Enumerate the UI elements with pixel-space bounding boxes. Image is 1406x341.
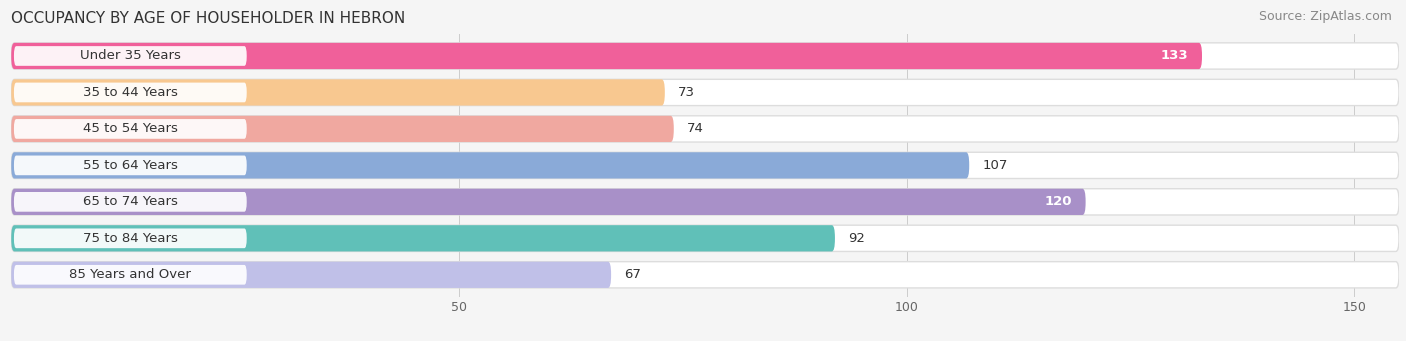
FancyBboxPatch shape [14,228,246,248]
Text: Under 35 Years: Under 35 Years [80,49,181,62]
Text: 85 Years and Over: 85 Years and Over [69,268,191,281]
FancyBboxPatch shape [11,152,1399,178]
FancyBboxPatch shape [14,119,246,139]
Text: Source: ZipAtlas.com: Source: ZipAtlas.com [1258,10,1392,23]
Text: 120: 120 [1045,195,1073,208]
FancyBboxPatch shape [11,225,835,251]
Text: 65 to 74 Years: 65 to 74 Years [83,195,177,208]
Text: 55 to 64 Years: 55 to 64 Years [83,159,177,172]
FancyBboxPatch shape [11,43,1399,69]
Text: 67: 67 [624,268,641,281]
FancyBboxPatch shape [11,79,665,106]
FancyBboxPatch shape [14,155,246,175]
FancyBboxPatch shape [11,152,969,178]
Text: 45 to 54 Years: 45 to 54 Years [83,122,177,135]
FancyBboxPatch shape [11,189,1399,215]
FancyBboxPatch shape [11,79,1399,106]
FancyBboxPatch shape [14,265,246,285]
FancyBboxPatch shape [14,46,246,66]
FancyBboxPatch shape [11,116,1399,142]
Text: 133: 133 [1161,49,1188,62]
Text: 73: 73 [678,86,695,99]
FancyBboxPatch shape [11,116,673,142]
FancyBboxPatch shape [14,192,246,212]
Text: 74: 74 [688,122,704,135]
Text: 75 to 84 Years: 75 to 84 Years [83,232,177,245]
Text: OCCUPANCY BY AGE OF HOUSEHOLDER IN HEBRON: OCCUPANCY BY AGE OF HOUSEHOLDER IN HEBRO… [11,11,405,26]
FancyBboxPatch shape [11,225,1399,251]
FancyBboxPatch shape [11,262,1399,288]
Text: 107: 107 [983,159,1008,172]
Text: 35 to 44 Years: 35 to 44 Years [83,86,177,99]
FancyBboxPatch shape [14,83,246,102]
FancyBboxPatch shape [11,43,1202,69]
FancyBboxPatch shape [11,189,1085,215]
FancyBboxPatch shape [11,262,612,288]
Text: 92: 92 [848,232,865,245]
